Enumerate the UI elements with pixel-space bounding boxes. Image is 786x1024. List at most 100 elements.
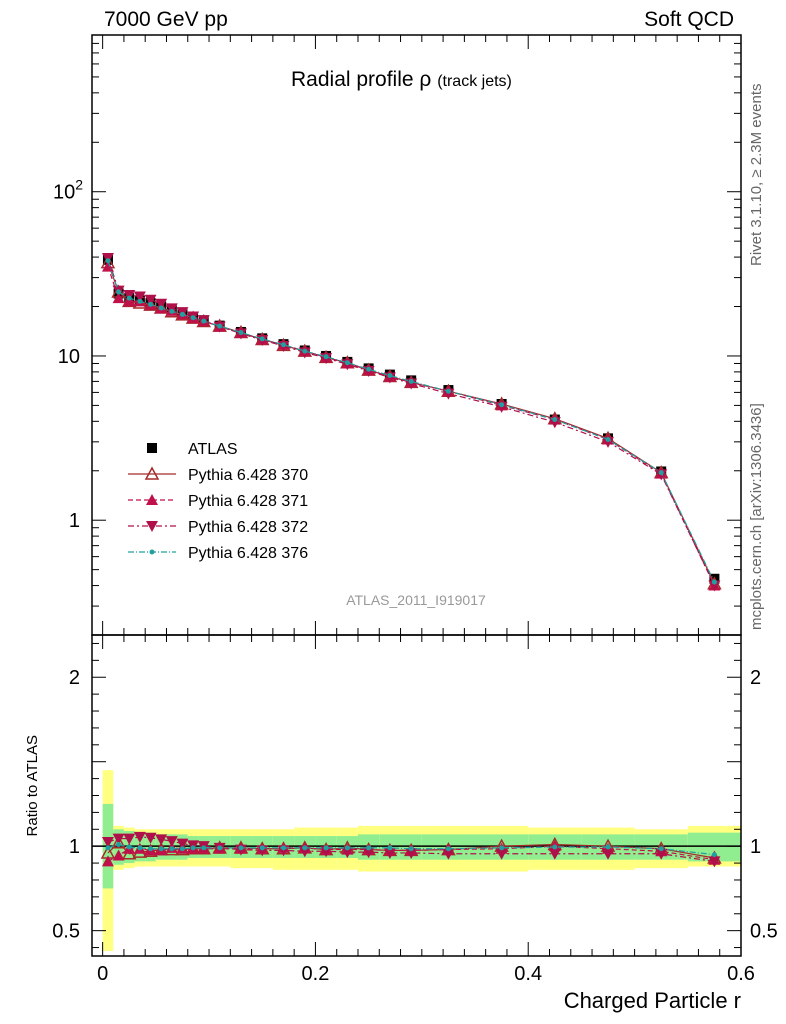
data-point	[605, 437, 611, 443]
ratio-point	[387, 845, 393, 851]
data-point	[123, 290, 136, 302]
ratio-point	[112, 849, 125, 861]
data-point	[137, 298, 143, 304]
ratio-y-tick-label: 2	[69, 667, 80, 689]
header-right: Soft QCD	[644, 8, 734, 31]
data-point	[148, 301, 154, 307]
ratio-point	[323, 845, 329, 851]
x-axis-label: Charged Particle r	[564, 988, 741, 1013]
legend-label: Pythia 6.428 376	[188, 545, 308, 562]
data-point	[499, 402, 505, 408]
ratio-point	[495, 848, 508, 860]
legend-label: ATLAS	[188, 441, 238, 458]
ratio-point	[655, 848, 668, 860]
series-2	[101, 260, 721, 591]
stat-band	[113, 829, 124, 865]
ratio-point	[116, 841, 122, 847]
x-tick-label: 0	[97, 963, 108, 985]
data-point	[238, 329, 244, 335]
ratio-point	[320, 846, 333, 858]
y-tick-label: 1	[69, 510, 80, 532]
legend: ATLAS Pythia 6.428 370 Pythia 6.428 371 Pyt…	[128, 441, 308, 562]
data-point	[711, 579, 717, 585]
ratio-point	[658, 846, 664, 852]
ratio-point	[552, 844, 558, 850]
data-point	[495, 401, 508, 413]
data-point	[112, 292, 125, 304]
data-point	[217, 323, 223, 329]
ratio-point	[548, 848, 561, 860]
ratio-point	[259, 845, 265, 851]
ratio-y-tick-label: 0.5	[52, 921, 80, 943]
legend-label: Pythia 6.428 372	[188, 519, 308, 536]
ratio-point	[165, 836, 178, 848]
data-point	[445, 388, 451, 394]
ratio-point	[445, 846, 451, 852]
ratio-point	[366, 845, 372, 851]
legend-marker	[144, 466, 160, 480]
y-tick-label: 102	[53, 177, 83, 204]
ratio-point	[442, 848, 455, 860]
data-point	[116, 289, 122, 295]
data-point	[105, 258, 111, 264]
ratio-point	[238, 845, 244, 851]
ratio-point	[101, 836, 114, 848]
ratio-point	[126, 844, 132, 850]
data-point	[155, 298, 168, 310]
data-point	[552, 417, 558, 423]
ratio-point	[105, 845, 111, 851]
ratio-point	[112, 833, 125, 845]
ratio-point	[133, 831, 146, 843]
data-point	[602, 436, 615, 448]
ratio-point	[101, 855, 114, 867]
ratio-point	[302, 845, 308, 851]
ratio-point	[158, 846, 164, 852]
data-point	[408, 378, 414, 384]
data-point	[548, 417, 561, 429]
series-1	[100, 255, 722, 590]
ratio-point	[281, 845, 287, 851]
ratio-series-3	[101, 831, 721, 868]
ratio-y-tick-label-right: 1	[750, 836, 761, 858]
analysis-label: ATLAS_2011_I919017	[346, 592, 486, 608]
ratio-y-tick-label-right: 2	[750, 667, 761, 689]
header-left: 7000 GeV pp	[104, 8, 228, 31]
data-point	[201, 318, 207, 324]
ratio-point	[405, 847, 418, 859]
x-tick-label: 0.4	[514, 963, 542, 985]
data-point	[144, 294, 157, 306]
x-tick-label: 0.2	[302, 963, 330, 985]
legend-marker	[146, 494, 158, 505]
data-point	[158, 305, 164, 311]
y-tick-label: 10	[58, 346, 80, 368]
ratio-point	[298, 846, 311, 858]
legend-label: Pythia 6.428 371	[188, 493, 308, 510]
ratio-point	[383, 847, 396, 859]
ratio-series-4	[105, 841, 717, 858]
ratio-point	[602, 848, 615, 860]
ratio-point	[711, 852, 717, 858]
ratio-point	[190, 845, 196, 851]
data-point	[658, 470, 664, 476]
series-3	[101, 252, 721, 592]
legend-marker	[147, 443, 157, 453]
legend-label: Pythia 6.428 370	[188, 467, 308, 484]
ratio-point	[179, 846, 185, 852]
data-point	[179, 311, 185, 317]
data-point	[708, 580, 721, 592]
legend-marker	[149, 549, 155, 555]
ratio-point	[344, 845, 350, 851]
ratio-y-tick-label-right: 0.5	[750, 921, 778, 943]
plot-title: Radial profile ρ (track jets)	[291, 68, 512, 91]
ratio-frame	[91, 634, 742, 957]
ratio-point	[169, 846, 175, 852]
data-point	[405, 378, 418, 390]
data-point	[442, 388, 455, 400]
ratio-point	[201, 845, 207, 851]
series-4	[105, 258, 717, 585]
ratio-point	[362, 847, 375, 859]
ratio-point	[605, 844, 611, 850]
ratio-point	[111, 835, 126, 849]
ratio-point	[144, 832, 157, 844]
